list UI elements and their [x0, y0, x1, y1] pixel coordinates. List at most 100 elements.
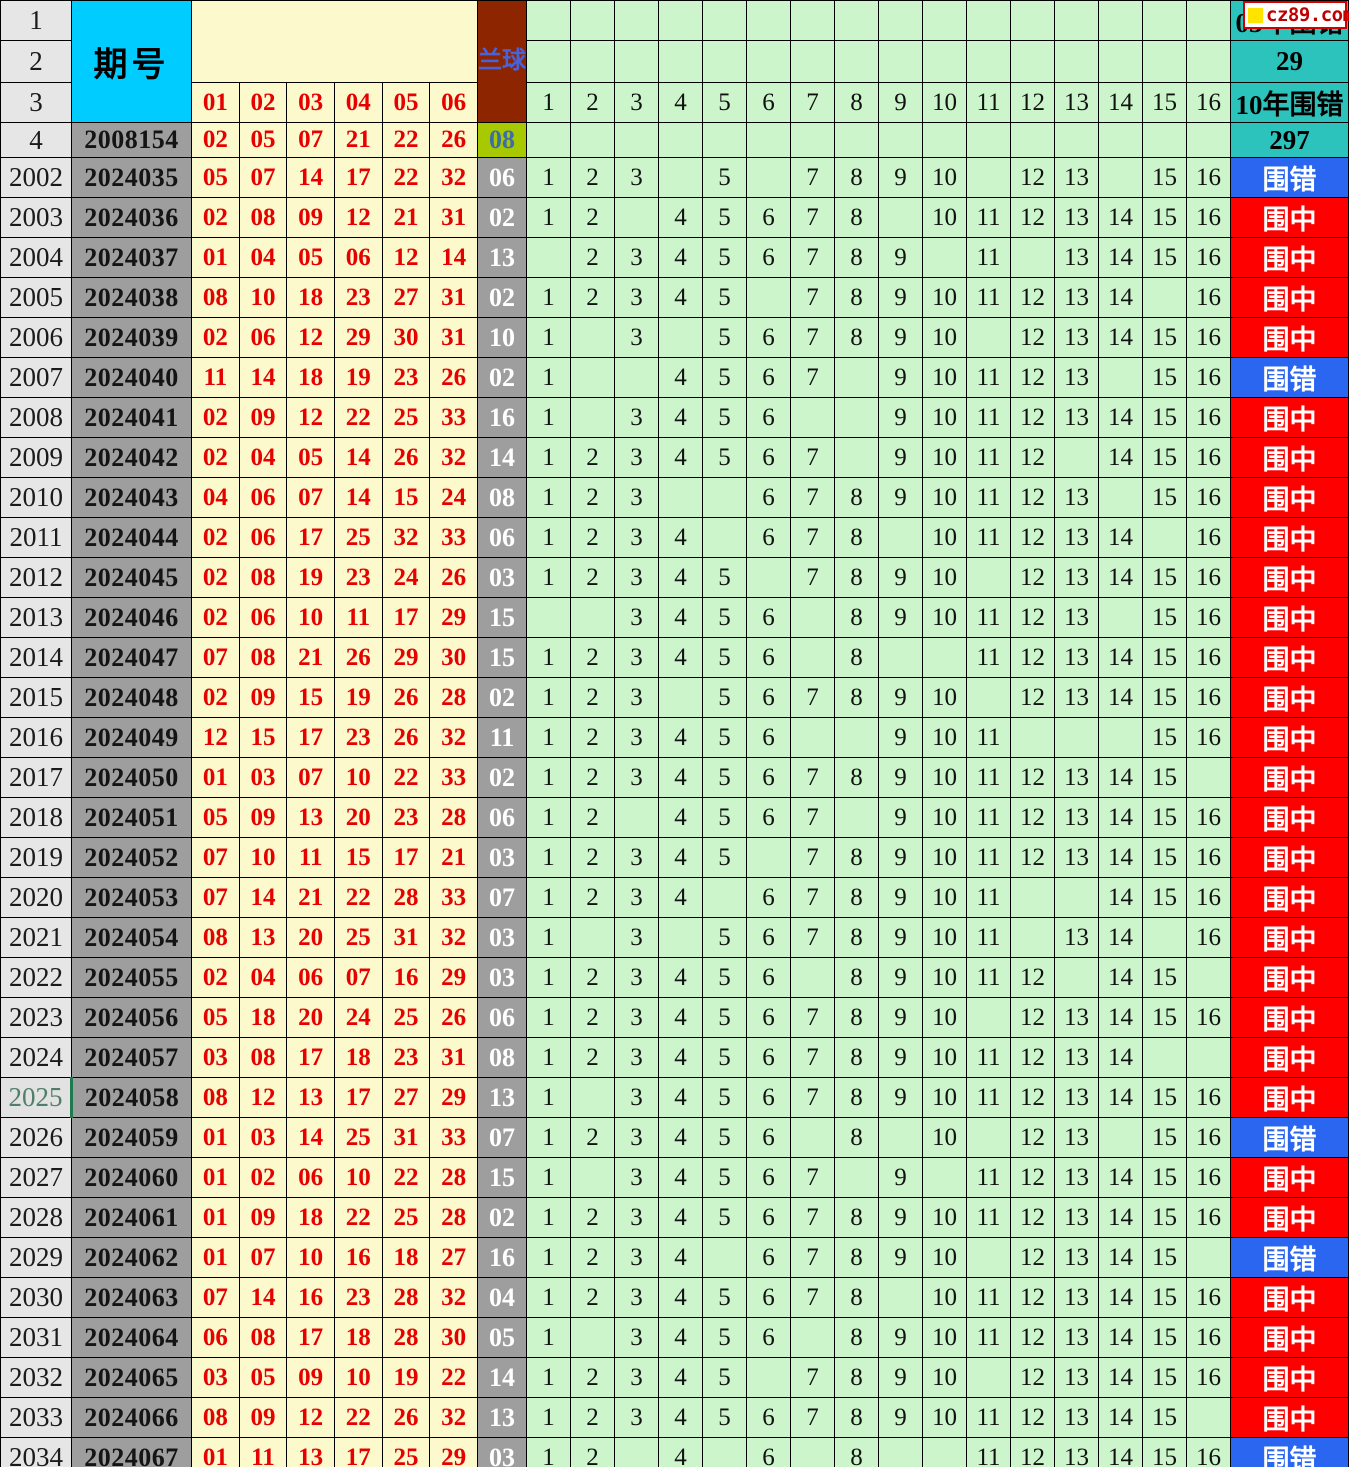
table-row[interactable]: 2002 2024035 05 07 14 17 22 32 06 1 2 3 5 7 8 9 10 12 13 15… [0, 157, 1349, 198]
sample-issue-number[interactable]: 2008154 [71, 122, 192, 158]
gutter-number[interactable]: 2029 [0, 1237, 72, 1278]
table-row[interactable]: 2023 2024056 05 18 20 24 25 26 06 1 2 3 4 5 6 7 8 9 10 12 13… [0, 997, 1349, 1038]
table-row[interactable]: 2016 2024049 12 15 17 23 26 32 11 1 2 3 4 5 6 9 10 11 15 16… [0, 717, 1349, 758]
gutter-number[interactable]: 2017 [0, 757, 72, 798]
issue-number[interactable]: 2024057 [71, 1037, 192, 1078]
table-row[interactable]: 2026 2024059 01 03 14 25 31 33 07 1 2 3 4 5 6 8 10 12 13 15… [0, 1117, 1349, 1158]
gutter-number[interactable]: 2028 [0, 1197, 72, 1238]
gutter-number[interactable]: 2002 [0, 157, 72, 198]
issue-number[interactable]: 2024060 [71, 1157, 192, 1198]
gutter-number[interactable]: 2026 [0, 1117, 72, 1158]
gutter-number[interactable]: 2015 [0, 677, 72, 718]
table-row[interactable]: 2020 2024053 07 14 21 22 28 33 07 1 2 3 4 6 7 8 9 10 11 14 1… [0, 877, 1349, 918]
table-row[interactable]: 2022 2024055 02 04 06 07 16 29 03 1 2 3 4 5 6 8 9 10 11 12 1… [0, 957, 1349, 998]
table-row[interactable]: 2031 2024064 06 08 17 18 28 30 05 1 3 4 5 6 8 9 10 11 12 13… [0, 1317, 1349, 1358]
issue-number[interactable]: 2024066 [71, 1397, 192, 1438]
issue-number[interactable]: 2024035 [71, 157, 192, 198]
issue-number[interactable]: 2024059 [71, 1117, 192, 1158]
table-row[interactable]: 2028 2024061 01 09 18 22 25 28 02 1 2 3 4 5 6 7 8 9 10 11 12… [0, 1197, 1349, 1238]
issue-number[interactable]: 2024045 [71, 557, 192, 598]
table-row[interactable]: 2034 2024067 01 11 13 17 25 29 03 1 2 4 6 8 11 12 13 14 15… [0, 1437, 1349, 1467]
table-row[interactable]: 2017 2024050 01 03 07 10 22 33 02 1 2 3 4 5 6 7 8 9 10 11 12… [0, 757, 1349, 798]
gutter-number[interactable]: 2021 [0, 917, 72, 958]
gutter-number[interactable]: 2011 [0, 517, 72, 558]
gutter-number[interactable]: 2005 [0, 277, 72, 318]
gutter-number[interactable]: 2023 [0, 997, 72, 1038]
table-row[interactable]: 2025 2024058 08 12 13 17 27 29 13 1 3 4 5 6 7 8 9 10 11 12 1… [0, 1077, 1349, 1118]
table-row[interactable]: 2033 2024066 08 09 12 22 26 32 13 1 2 3 4 5 6 7 8 9 10 11 12… [0, 1397, 1349, 1438]
table-row[interactable]: 2024 2024057 03 08 17 18 23 31 08 1 2 3 4 5 6 7 8 9 10 11 12… [0, 1037, 1349, 1078]
table-row[interactable]: 2005 2024038 08 10 18 23 27 31 02 1 2 3 4 5 7 8 9 10 11 12 1… [0, 277, 1349, 318]
gutter-number[interactable]: 2014 [0, 637, 72, 678]
issue-number[interactable]: 2024054 [71, 917, 192, 958]
table-row[interactable]: 2003 2024036 02 08 09 12 21 31 02 1 2 4 5 6 7 8 10 11 12 13… [0, 197, 1349, 238]
gutter-number[interactable]: 2022 [0, 957, 72, 998]
issue-number[interactable]: 2024037 [71, 237, 192, 278]
issue-number[interactable]: 2024046 [71, 597, 192, 638]
table-row[interactable]: 2009 2024042 02 04 05 14 26 32 14 1 2 3 4 5 6 7 9 10 11 12 1… [0, 437, 1349, 478]
gutter-number[interactable]: 2018 [0, 797, 72, 838]
issue-number[interactable]: 2024043 [71, 477, 192, 518]
table-row[interactable]: 2015 2024048 02 09 15 19 26 28 02 1 2 3 5 6 7 8 9 10 12 13 1… [0, 677, 1349, 718]
table-row[interactable]: 2008 2024041 02 09 12 22 25 33 16 1 3 4 5 6 9 10 11 12 13 1… [0, 397, 1349, 438]
gutter-number[interactable]: 2012 [0, 557, 72, 598]
issue-number[interactable]: 2024041 [71, 397, 192, 438]
table-row[interactable]: 2027 2024060 01 02 06 10 22 28 15 1 3 4 5 6 7 9 11 12 13 14… [0, 1157, 1349, 1198]
gutter-number[interactable]: 2025 [0, 1077, 73, 1118]
issue-number[interactable]: 2024050 [71, 757, 192, 798]
issue-number[interactable]: 2024063 [71, 1277, 192, 1318]
issue-number[interactable]: 2024062 [71, 1237, 192, 1278]
table-row[interactable]: 2006 2024039 02 06 12 29 30 31 10 1 3 5 6 7 8 9 10 12 13 14… [0, 317, 1349, 358]
issue-number[interactable]: 2024058 [71, 1077, 192, 1118]
gutter-number[interactable]: 2010 [0, 477, 72, 518]
table-row[interactable]: 2018 2024051 05 09 13 20 23 28 06 1 2 4 5 6 7 9 10 11 12 13… [0, 797, 1349, 838]
issue-number[interactable]: 2024056 [71, 997, 192, 1038]
issue-number[interactable]: 2024038 [71, 277, 192, 318]
issue-number[interactable]: 2024047 [71, 637, 192, 678]
issue-number[interactable]: 2024052 [71, 837, 192, 878]
gutter-number[interactable]: 2004 [0, 237, 72, 278]
table-row[interactable]: 2011 2024044 02 06 17 25 32 33 06 1 2 3 4 6 7 8 10 11 12 13… [0, 517, 1349, 558]
gutter-number[interactable]: 2007 [0, 357, 72, 398]
issue-number[interactable]: 2024048 [71, 677, 192, 718]
gutter-number[interactable]: 2034 [0, 1437, 72, 1467]
gutter-number[interactable]: 2019 [0, 837, 72, 878]
table-row[interactable]: 2021 2024054 08 13 20 25 31 32 03 1 3 5 6 7 8 9 10 11 13 14… [0, 917, 1349, 958]
table-row[interactable]: 2010 2024043 04 06 07 14 15 24 08 1 2 3 6 7 8 9 10 11 12 13… [0, 477, 1349, 518]
table-row[interactable]: 2030 2024063 07 14 16 23 28 32 04 1 2 3 4 5 6 7 8 10 11 12 1… [0, 1277, 1349, 1318]
issue-number[interactable]: 2024044 [71, 517, 192, 558]
gutter-number[interactable]: 2030 [0, 1277, 72, 1318]
issue-number[interactable]: 2024067 [71, 1437, 192, 1467]
gutter-number[interactable]: 2016 [0, 717, 72, 758]
table-row[interactable]: 2019 2024052 07 10 11 15 17 21 03 1 2 3 4 5 7 8 9 10 11 12 1… [0, 837, 1349, 878]
issue-number[interactable]: 2024065 [71, 1357, 192, 1398]
gutter-number[interactable]: 2024 [0, 1037, 72, 1078]
issue-number[interactable]: 2024036 [71, 197, 192, 238]
issue-number[interactable]: 2024055 [71, 957, 192, 998]
table-row[interactable]: 2013 2024046 02 06 10 11 17 29 15 3 4 5 6 8 9 10 11 12 13 1… [0, 597, 1349, 638]
gutter-number[interactable]: 2003 [0, 197, 72, 238]
gutter-number[interactable]: 2009 [0, 437, 72, 478]
table-row[interactable]: 2004 2024037 01 04 05 06 12 14 13 2 3 4 5 6 7 8 9 11 13 14 1… [0, 237, 1349, 278]
gutter-number[interactable]: 2020 [0, 877, 72, 918]
gutter-number[interactable]: 2033 [0, 1397, 72, 1438]
gutter-number[interactable]: 2027 [0, 1157, 72, 1198]
issue-number[interactable]: 2024042 [71, 437, 192, 478]
table-row[interactable]: 2012 2024045 02 08 19 23 24 26 03 1 2 3 4 5 7 8 9 10 12 13 1… [0, 557, 1349, 598]
gutter-number[interactable]: 2032 [0, 1357, 72, 1398]
issue-number[interactable]: 2024053 [71, 877, 192, 918]
table-row[interactable]: 2029 2024062 01 07 10 16 18 27 16 1 2 3 4 6 7 8 9 10 12 13 1… [0, 1237, 1349, 1278]
issue-number[interactable]: 2024049 [71, 717, 192, 758]
table-row[interactable]: 2014 2024047 07 08 21 26 29 30 15 1 2 3 4 5 6 8 11 12 13 14… [0, 637, 1349, 678]
issue-number[interactable]: 2024064 [71, 1317, 192, 1358]
gutter-number[interactable]: 2013 [0, 597, 72, 638]
table-row[interactable]: 2007 2024040 11 14 18 19 23 26 02 1 4 5 6 7 9 10 11 12 13 1… [0, 357, 1349, 398]
table-row[interactable]: 2032 2024065 03 05 09 10 19 22 14 1 2 3 4 5 7 8 9 10 12 13 1… [0, 1357, 1349, 1398]
issue-number[interactable]: 2024061 [71, 1197, 192, 1238]
issue-number[interactable]: 2024039 [71, 317, 192, 358]
issue-number[interactable]: 2024051 [71, 797, 192, 838]
gutter-number[interactable]: 2006 [0, 317, 72, 358]
gutter-number[interactable]: 2008 [0, 397, 72, 438]
gutter-number[interactable]: 2031 [0, 1317, 72, 1358]
